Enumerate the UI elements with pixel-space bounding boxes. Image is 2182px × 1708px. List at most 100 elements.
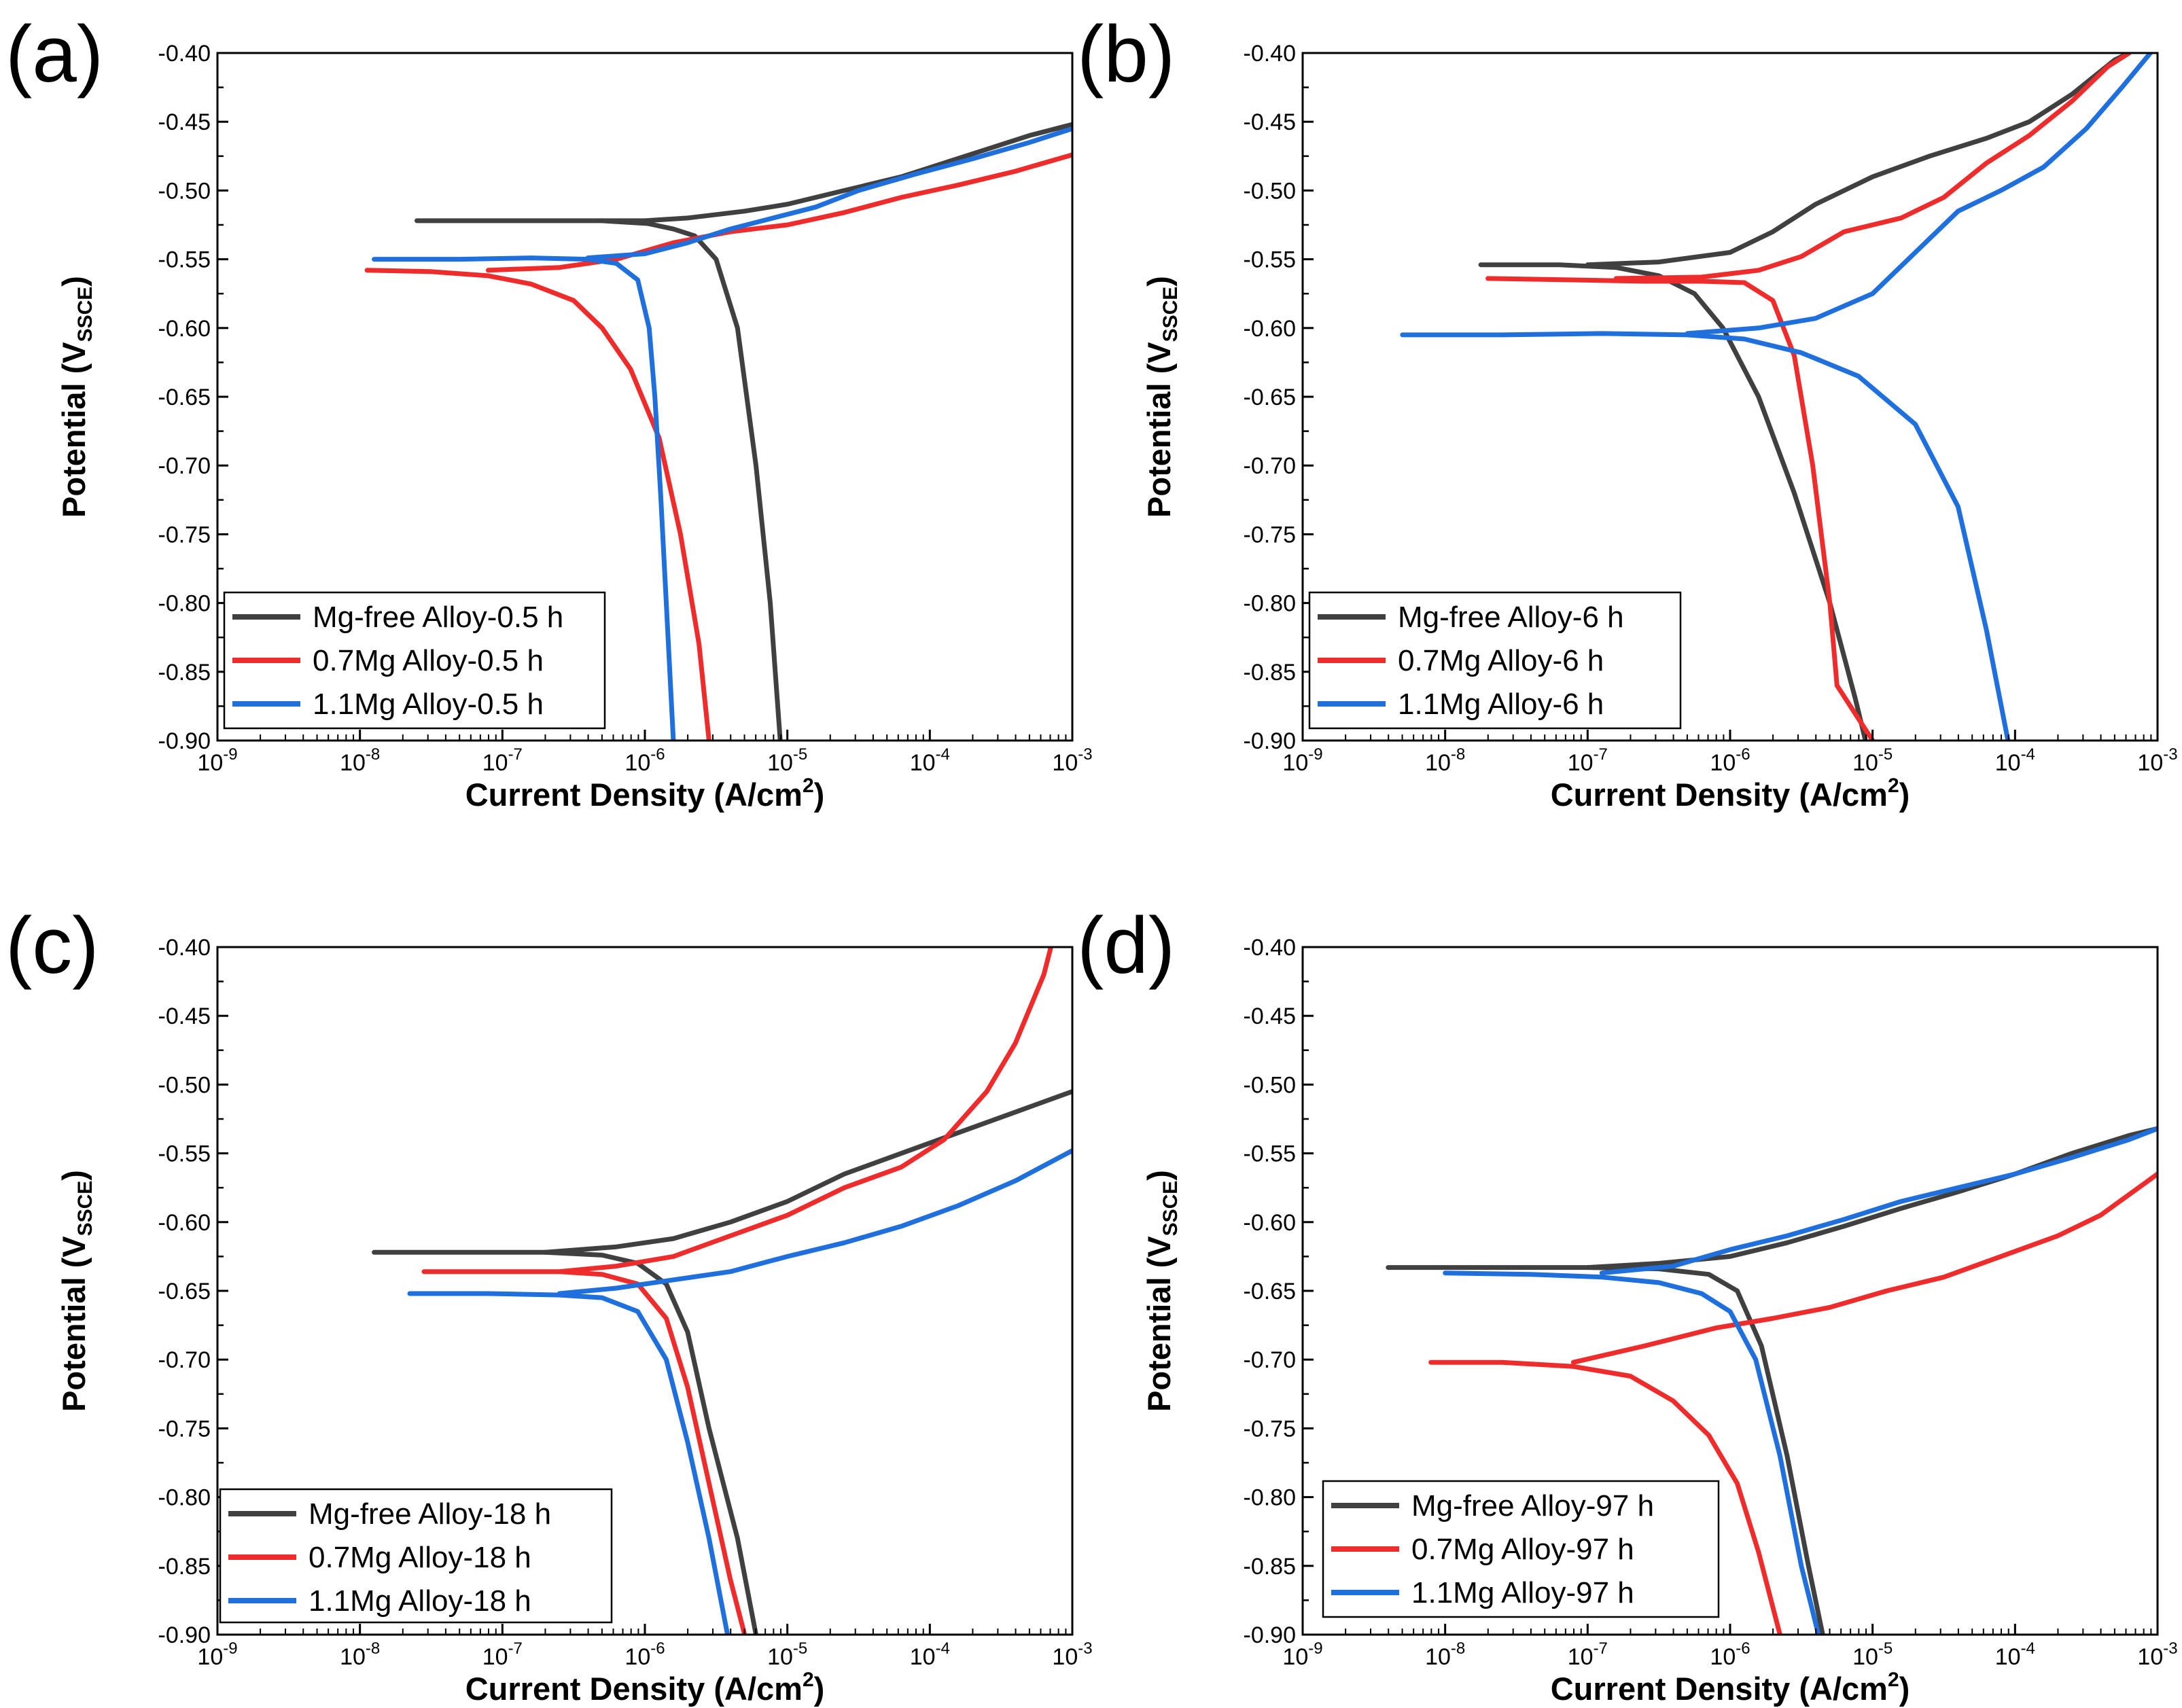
y-tick-label: -0.75 [158,1416,211,1442]
y-tick-label: -0.45 [158,109,211,135]
legend-label: 1.1Mg Alloy-18 h [309,1584,531,1618]
series-black-1 [599,122,1072,224]
y-axis-title: Potential (VSSCE) [56,276,96,518]
x-axis-title: Current Density (A/cm2) [1551,775,1910,813]
y-tick-label: -0.65 [158,1279,211,1304]
y-tick-label: -0.45 [1244,109,1297,135]
legend-label: Mg-free Alloy-18 h [309,1497,551,1531]
x-tick-label: 10-6 [624,1639,665,1670]
series-black-1 [1585,1126,2158,1270]
series-black-0 [1386,1265,1825,1635]
panel-tag: (c) [5,901,99,991]
legend-label: Mg-free Alloy-97 h [1411,1489,1654,1523]
series-red-2 [364,268,711,741]
x-tick-label: 10-8 [340,745,380,776]
y-tick-label: -0.70 [158,1347,211,1373]
x-tick-label: 10-9 [1282,745,1322,776]
legend-label: 1.1Mg Alloy-97 h [1411,1576,1634,1609]
y-tick-label: -0.40 [1244,935,1297,961]
legend-label: 0.7Mg Alloy-97 h [1411,1533,1634,1566]
y-tick-label: -0.65 [1244,1279,1297,1304]
x-axis-title: Current Density (A/cm2) [465,775,825,813]
series-red-3 [1613,53,2132,281]
y-axis-title: Potential (VSSCE) [1141,1170,1182,1412]
series-red-3 [557,947,1053,1275]
series-blue-5 [1599,1126,2158,1276]
y-tick-label: -0.50 [158,178,211,204]
y-tick-label: -0.90 [158,728,211,754]
legend: Mg-free Alloy-97 h 0.7Mg Alloy-97 h 1.1Mg … [1322,1480,1720,1618]
x-tick-label: 10-7 [482,1639,523,1670]
y-tick-label: -0.80 [1244,591,1297,617]
y-tick-label: -0.60 [158,1210,211,1236]
y-tick-label: -0.60 [1244,316,1297,342]
panel-b: -0.90 -0.85 -0.80 -0.75 -0.70 -0.65 -0.60 -0.55… [1077,10,2178,813]
y-tick-label: -0.55 [1244,247,1297,273]
series-red-3 [1570,1171,2158,1365]
legend-label: Mg-free Alloy-6 h [1398,601,1624,634]
x-tick-label: 10-6 [1710,745,1750,776]
x-tick-label: 10-9 [1282,1639,1322,1670]
y-tick-label: -0.90 [1244,728,1297,754]
legend-label: 1.1Mg Alloy-0.5 h [313,688,544,721]
x-tick-label: 10-7 [482,745,523,776]
y-tick-label: -0.40 [158,41,211,67]
y-tick-label: -0.90 [158,1622,211,1648]
y-tick-label: -0.75 [158,522,211,548]
x-tick-label: 10-8 [1425,745,1465,776]
legend: Mg-free Alloy-18 h 0.7Mg Alloy-18 h 1.1Mg … [219,1488,613,1624]
y-tick-label: -0.75 [1244,522,1297,548]
x-tick-label: 10-9 [197,1639,237,1670]
x-tick-label: 10-8 [340,1639,380,1670]
panel-tag: (d) [1077,901,1175,991]
y-tick-label: -0.60 [1244,1210,1297,1236]
y-tick-label: -0.65 [158,385,211,410]
series-blue-5 [585,126,1072,261]
series-red-2 [1428,1359,1782,1635]
x-axis-title: Current Density (A/cm2) [465,1669,825,1707]
series-blue-4 [1443,1270,1821,1635]
y-tick-label: -0.55 [158,247,211,273]
y-axis-title: Potential (VSSCE) [56,1170,96,1412]
series-blue-4 [1400,331,2011,741]
y-tick-label: -0.55 [158,1141,211,1167]
x-tick-label: 10-3 [2137,745,2177,776]
legend-label: 0.7Mg Alloy-6 h [1398,644,1604,677]
legend-label: Mg-free Alloy-0.5 h [313,601,563,634]
y-tick-label: -0.80 [1244,1485,1297,1511]
y-tick-label: -0.70 [1244,1347,1297,1373]
x-tick-label: 10-3 [1052,745,1092,776]
x-tick-label: 10-7 [1568,745,1608,776]
x-tick-label: 10-5 [767,1639,807,1670]
legend-label: 0.7Mg Alloy-18 h [309,1541,531,1574]
series-red-2 [421,1269,747,1635]
y-tick-label: -0.60 [158,316,211,342]
series-black-0 [372,1249,758,1635]
y-tick-label: -0.55 [1244,1141,1297,1167]
series-blue-4 [407,1291,731,1635]
x-tick-label: 10-6 [624,745,665,776]
y-tick-label: -0.70 [158,453,211,479]
y-tick-label: -0.50 [1244,1072,1297,1098]
y-tick-label: -0.80 [158,591,211,617]
x-tick-label: 10-9 [197,745,237,776]
series-blue-4 [372,255,676,741]
x-tick-label: 10-7 [1568,1639,1608,1670]
x-axis-title: Current Density (A/cm2) [1551,1669,1910,1707]
y-tick-label: -0.45 [158,1003,211,1029]
legend-label: 1.1Mg Alloy-6 h [1398,688,1604,721]
x-tick-label: 10-5 [1852,1639,1893,1670]
y-tick-label: -0.70 [1244,453,1297,479]
x-tick-label: 10-4 [1995,745,2035,776]
y-tick-label: -0.40 [1244,41,1297,67]
y-tick-label: -0.85 [158,660,211,686]
y-tick-label: -0.85 [1244,660,1297,686]
y-tick-label: -0.90 [1244,1622,1297,1648]
series-black-1 [1585,53,2132,268]
series-red-3 [485,152,1072,273]
y-axis-title: Potential (VSSCE) [1141,276,1182,518]
series-red-2 [1485,276,1876,741]
legend-label: 0.7Mg Alloy-0.5 h [313,644,544,677]
x-tick-label: 10-4 [910,1639,950,1670]
